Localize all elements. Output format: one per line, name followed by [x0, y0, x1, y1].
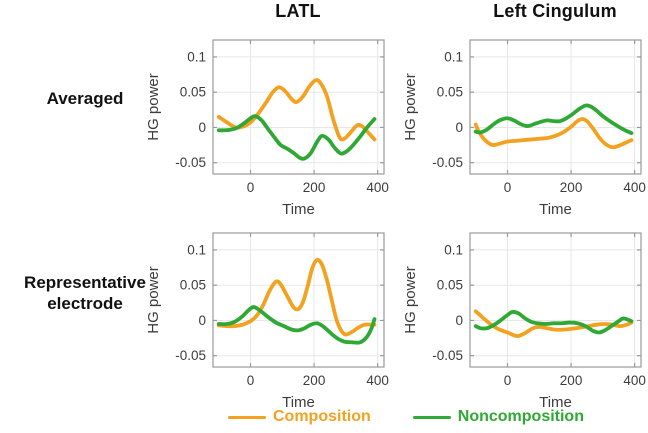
y-tick-label: 0 [198, 120, 206, 135]
x-tick-label: 400 [366, 180, 389, 195]
series-composition [473, 309, 634, 338]
x-axis-label: Time [539, 201, 572, 218]
y-axis-label: HG power [402, 73, 419, 141]
series-composition [216, 78, 377, 142]
y-tick-label: 0.05 [437, 278, 463, 293]
x-tick-label: 0 [247, 180, 255, 195]
line-chart: 0 200 400 -0.05 0 0.05 0.1 Time HG power [402, 232, 646, 411]
x-axis-label: Time [282, 201, 315, 218]
legend-label-composition: Composition [273, 408, 371, 425]
plot-frame [212, 232, 385, 368]
y-tick-label: -0.05 [175, 348, 206, 363]
plot-frame [212, 39, 385, 175]
chart-averaged-left-cingulum: 0 200 400 -0.05 0 0.05 0.1 Time HG power [398, 30, 648, 230]
x-tick-label: 200 [303, 373, 326, 388]
series-composition [216, 257, 377, 337]
series-noncomposition [216, 114, 377, 161]
line-chart: 0 200 400 -0.05 0 0.05 0.1 Time HG power [145, 39, 389, 218]
legend-item-noncomposition: Noncomposition [412, 408, 584, 426]
y-tick-label: 0 [455, 120, 463, 135]
column-title-latl: LATL [275, 1, 321, 21]
x-tick-label: 400 [623, 373, 646, 388]
series-composition [473, 117, 634, 150]
row-label-averaged: Averaged [46, 89, 124, 108]
series-noncomposition [473, 103, 634, 135]
x-tick-label: 400 [366, 373, 389, 388]
x-tick-label: 200 [560, 373, 583, 388]
y-axis-label: HG power [145, 266, 162, 334]
y-tick-label: 0.1 [444, 49, 463, 64]
x-axis-label: Time [539, 394, 572, 411]
y-axis-label: HG power [145, 73, 162, 141]
y-tick-label: -0.05 [432, 155, 463, 170]
series-noncomposition [216, 305, 377, 345]
x-axis-label: Time [282, 394, 315, 411]
y-tick-label: 0.05 [437, 85, 463, 100]
legend-item-composition: Composition [228, 408, 371, 426]
chart-averaged-latl: 0 200 400 -0.05 0 0.05 0.1 Time HG power [141, 30, 391, 230]
x-tick-label: 0 [247, 373, 255, 388]
line-chart: 0 200 400 -0.05 0 0.05 0.1 Time HG power [402, 39, 646, 218]
y-tick-label: 0.1 [187, 49, 206, 64]
x-tick-label: 0 [504, 373, 512, 388]
x-tick-label: 200 [303, 180, 326, 195]
x-tick-label: 400 [623, 180, 646, 195]
legend-label-noncomposition: Noncomposition [457, 408, 584, 425]
composition-line-swatch [228, 415, 266, 419]
series-noncomposition [473, 309, 634, 335]
y-tick-label: 0.1 [444, 242, 463, 257]
chart-representative-left-cingulum: 0 200 400 -0.05 0 0.05 0.1 Time HG power [398, 223, 648, 423]
x-tick-label: 0 [504, 180, 512, 195]
plot-frame [469, 39, 642, 175]
y-tick-label: 0 [198, 313, 206, 328]
y-axis-label: HG power [402, 266, 419, 334]
row-label-representative-electrode: Representative electrode [24, 273, 146, 314]
line-chart: 0 200 400 -0.05 0 0.05 0.1 Time HG power [145, 232, 389, 411]
y-tick-label: 0.1 [187, 242, 206, 257]
y-tick-label: -0.05 [432, 348, 463, 363]
legend: Composition Noncomposition [228, 408, 584, 426]
y-tick-label: 0.05 [180, 85, 206, 100]
noncomposition-line-swatch [412, 415, 451, 419]
y-tick-label: 0 [455, 313, 463, 328]
column-title-left-cingulum: Left Cingulum [493, 1, 617, 21]
y-tick-label: -0.05 [175, 155, 206, 170]
chart-representative-latl: 0 200 400 -0.05 0 0.05 0.1 Time HG power [141, 223, 391, 423]
y-tick-label: 0.05 [180, 278, 206, 293]
plot-frame [469, 232, 642, 368]
x-tick-label: 200 [560, 180, 583, 195]
